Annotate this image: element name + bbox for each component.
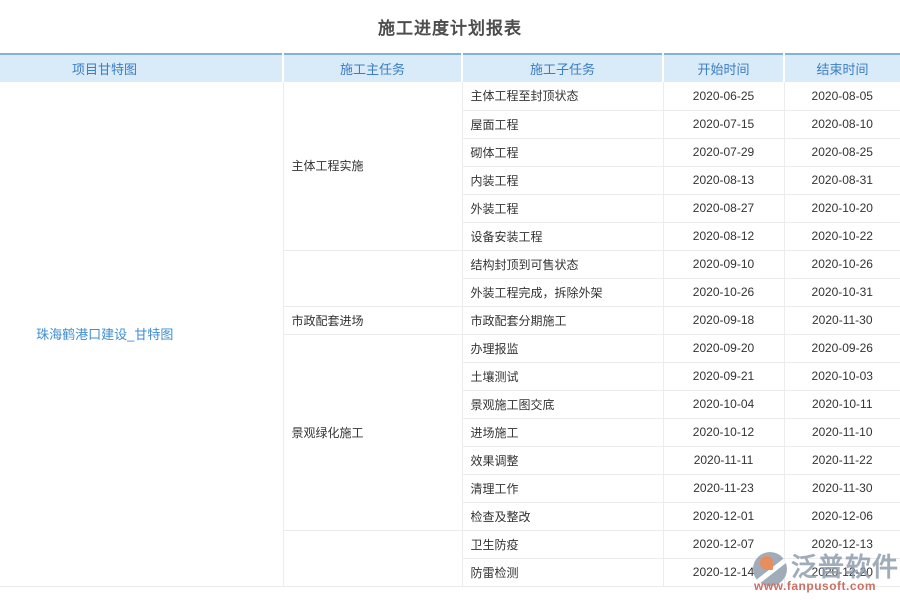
title-bar: 施工进度计划报表 <box>0 0 900 53</box>
project-gantt-link[interactable]: 珠海鹤港口建设_甘特图 <box>36 327 174 343</box>
end-date-cell: 2020-11-10 <box>784 418 900 447</box>
start-date-cell: 2020-08-12 <box>663 222 785 251</box>
end-date-cell: 2020-10-31 <box>784 278 900 307</box>
table-row: 土壤测试 2020-09-21 2020-10-03 <box>0 362 900 391</box>
subtask-cell: 市政配套分期施工 <box>462 306 664 335</box>
end-date-cell: 2020-12-06 <box>784 502 900 531</box>
subtask-cell: 防雷检测 <box>462 558 664 587</box>
table-row: 屋面工程 2020-07-15 2020-08-10 <box>0 110 900 139</box>
end-date-cell: 2020-12-13 <box>784 530 900 559</box>
start-date-cell: 2020-10-26 <box>663 278 785 307</box>
start-date-cell: 2020-12-07 <box>663 530 785 559</box>
start-date-cell: 2020-10-04 <box>663 390 785 419</box>
table-row: 设备安装工程 2020-08-12 2020-10-22 <box>0 222 900 251</box>
start-date-cell: 2020-12-14 <box>663 558 785 587</box>
end-date-cell: 2020-12-20 <box>784 558 900 587</box>
table-row: 清理工作 2020-11-23 2020-11-30 <box>0 474 900 503</box>
main-task-cell: 市政配套进场 <box>283 306 463 335</box>
end-date-cell: 2020-11-22 <box>784 446 900 475</box>
subtask-cell: 外装工程完成，拆除外架 <box>462 278 664 307</box>
table-row: 内装工程 2020-08-13 2020-08-31 <box>0 166 900 195</box>
header-end-time: 结束时间 <box>784 53 900 82</box>
subtask-cell: 景观施工图交底 <box>462 390 664 419</box>
table-row: 景观施工图交底 2020-10-04 2020-10-11 <box>0 390 900 419</box>
end-date-cell: 2020-10-22 <box>784 222 900 251</box>
end-date-cell: 2020-09-26 <box>784 334 900 363</box>
end-date-cell: 2020-08-31 <box>784 166 900 195</box>
subtask-cell: 办理报监 <box>462 334 664 363</box>
gantt-chart-cell: 珠海鹤港口建设_甘特图 <box>0 82 284 587</box>
table-row: 外装工程 2020-08-27 2020-10-20 <box>0 194 900 223</box>
start-date-cell: 2020-08-27 <box>663 194 785 223</box>
table-row: 效果调整 2020-11-11 2020-11-22 <box>0 446 900 475</box>
start-date-cell: 2020-11-23 <box>663 474 785 503</box>
start-date-cell: 2020-08-13 <box>663 166 785 195</box>
end-date-cell: 2020-10-11 <box>784 390 900 419</box>
start-date-cell: 2020-09-21 <box>663 362 785 391</box>
table-row: 卫生防疫 2020-12-07 2020-12-13 <box>0 530 900 587</box>
start-date-cell: 2020-09-10 <box>663 250 785 279</box>
start-date-cell: 2020-06-25 <box>663 82 785 111</box>
header-subtask: 施工子任务 <box>462 53 664 82</box>
table-header: 项目甘特图 施工主任务 施工子任务 开始时间 结束时间 <box>0 53 900 82</box>
table-row: 珠海鹤港口建设_甘特图 主体工程实施 主体工程至封顶状态 2020-06-25 2020… <box>0 82 900 587</box>
progress-report-table: 项目甘特图 施工主任务 施工子任务 开始时间 结束时间 珠海鹤港口建设_甘特图 主… <box>0 53 900 587</box>
table-row: 景观绿化施工 办理报监 2020-09-20 2020-09-26 <box>0 334 900 531</box>
table-row: 检查及整改 2020-12-01 2020-12-06 <box>0 502 900 531</box>
main-task-cell <box>283 530 463 587</box>
header-main-task: 施工主任务 <box>283 53 463 82</box>
end-date-cell: 2020-08-10 <box>784 110 900 139</box>
start-date-cell: 2020-12-01 <box>663 502 785 531</box>
table-row: 外装工程完成，拆除外架 2020-10-26 2020-10-31 <box>0 278 900 307</box>
start-date-cell: 2020-10-12 <box>663 418 785 447</box>
end-date-cell: 2020-10-26 <box>784 250 900 279</box>
end-date-cell: 2020-11-30 <box>784 474 900 503</box>
subtask-cell: 内装工程 <box>462 166 664 195</box>
end-date-cell: 2020-10-03 <box>784 362 900 391</box>
subtask-cell: 结构封顶到可售状态 <box>462 250 664 279</box>
subtask-cell: 屋面工程 <box>462 110 664 139</box>
main-task-cell: 景观绿化施工 <box>283 334 463 531</box>
start-date-cell: 2020-11-11 <box>663 446 785 475</box>
subtask-cell: 主体工程至封顶状态 <box>462 82 664 111</box>
start-date-cell: 2020-07-29 <box>663 138 785 167</box>
start-date-cell: 2020-09-18 <box>663 306 785 335</box>
page-title: 施工进度计划报表 <box>378 19 522 38</box>
table-row: 结构封顶到可售状态 2020-09-10 2020-10-26 <box>0 250 900 307</box>
subtask-cell: 检查及整改 <box>462 502 664 531</box>
start-date-cell: 2020-09-20 <box>663 334 785 363</box>
end-date-cell: 2020-08-25 <box>784 138 900 167</box>
start-date-cell: 2020-07-15 <box>663 110 785 139</box>
report-table-body: 珠海鹤港口建设_甘特图 主体工程实施 主体工程至封顶状态 2020-06-25 2020… <box>0 82 900 587</box>
end-date-cell: 2020-08-05 <box>784 82 900 111</box>
subtask-cell: 砌体工程 <box>462 138 664 167</box>
subtask-cell: 卫生防疫 <box>462 530 664 559</box>
table-row: 进场施工 2020-10-12 2020-11-10 <box>0 418 900 447</box>
main-task-cell <box>283 250 463 307</box>
subtask-cell: 外装工程 <box>462 194 664 223</box>
subtask-cell: 设备安装工程 <box>462 222 664 251</box>
subtask-cell: 效果调整 <box>462 446 664 475</box>
table-row: 市政配套进场 市政配套分期施工 2020-09-18 2020-11-30 <box>0 306 900 335</box>
header-project-gantt: 项目甘特图 <box>0 53 284 82</box>
end-date-cell: 2020-11-30 <box>784 306 900 335</box>
header-start-time: 开始时间 <box>663 53 785 82</box>
subtask-cell: 进场施工 <box>462 418 664 447</box>
subtask-cell: 清理工作 <box>462 474 664 503</box>
main-task-cell: 主体工程实施 <box>283 82 463 251</box>
end-date-cell: 2020-10-20 <box>784 194 900 223</box>
table-row: 砌体工程 2020-07-29 2020-08-25 <box>0 138 900 167</box>
subtask-cell: 土壤测试 <box>462 362 664 391</box>
